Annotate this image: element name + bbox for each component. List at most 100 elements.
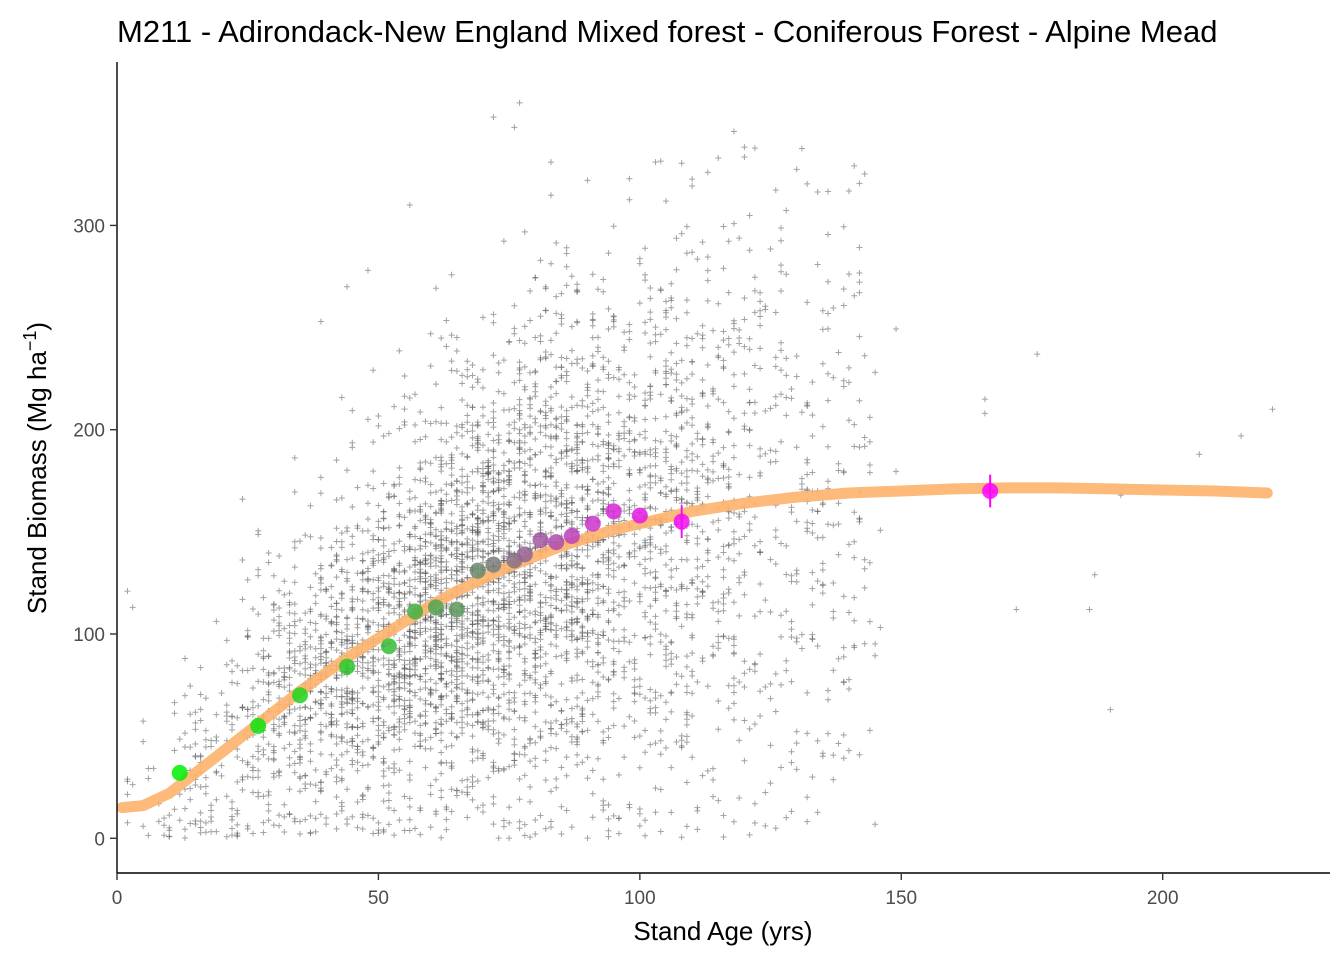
raw-plot-point	[495, 369, 502, 376]
raw-plot-point	[474, 718, 481, 725]
raw-plot-point	[124, 791, 131, 798]
raw-plot-point	[401, 664, 408, 671]
raw-plot-point	[605, 474, 612, 481]
raw-plot-point	[678, 470, 685, 477]
raw-plot-point	[757, 453, 764, 460]
raw-plot-point	[757, 322, 764, 329]
raw-plot-point	[563, 429, 570, 436]
raw-plot-point	[621, 371, 628, 378]
raw-plot-point	[809, 469, 816, 476]
raw-plot-point	[683, 739, 690, 746]
raw-plot-point	[595, 396, 602, 403]
raw-plot-point	[527, 288, 534, 295]
raw-plot-point	[197, 824, 204, 831]
raw-plot-point	[469, 690, 476, 697]
raw-plot-point	[809, 585, 816, 592]
raw-plot-point	[689, 249, 696, 256]
raw-plot-point	[506, 473, 513, 480]
raw-plot-point	[715, 450, 722, 457]
raw-plot-point	[704, 424, 711, 431]
raw-plot-point	[302, 665, 309, 672]
raw-plot-point	[579, 574, 586, 581]
raw-plot-point	[396, 425, 403, 432]
raw-plot-point	[276, 730, 283, 737]
raw-plot-point	[621, 576, 628, 583]
raw-plot-point	[453, 477, 460, 484]
raw-plot-point	[647, 539, 654, 546]
raw-plot-point	[589, 271, 596, 278]
raw-plot-point	[715, 352, 722, 359]
raw-plot-point	[798, 409, 805, 416]
raw-plot-point	[631, 452, 638, 459]
raw-plot-point	[270, 679, 277, 686]
raw-plot-point	[448, 623, 455, 630]
raw-plot-point	[595, 496, 602, 503]
raw-plot-point	[647, 395, 654, 402]
raw-plot-point	[391, 540, 398, 547]
raw-plot-point	[443, 544, 450, 551]
raw-plot-point	[286, 629, 293, 636]
raw-plot-point	[636, 260, 643, 267]
raw-plot-point	[861, 565, 868, 572]
raw-plot-point	[751, 362, 758, 369]
raw-plot-point	[380, 508, 387, 515]
raw-plot-point	[783, 412, 790, 419]
raw-plot-point	[783, 814, 790, 821]
raw-plot-point	[563, 407, 570, 414]
raw-plot-point	[359, 826, 366, 833]
raw-plot-point	[678, 744, 685, 751]
raw-plot-point	[595, 681, 602, 688]
raw-plot-point	[474, 664, 481, 671]
raw-plot-point	[187, 711, 194, 718]
raw-plot-point	[772, 354, 779, 361]
raw-plot-point	[500, 691, 507, 698]
raw-plot-point	[479, 707, 486, 714]
raw-plot-point	[490, 114, 497, 121]
raw-plot-point	[364, 629, 371, 636]
raw-plot-point	[574, 694, 581, 701]
raw-plot-point	[605, 431, 612, 438]
raw-plot-point	[176, 736, 183, 743]
y-tick-label: 200	[73, 421, 105, 442]
raw-plot-point	[589, 543, 596, 550]
raw-plot-point	[767, 695, 774, 702]
raw-plot-point	[579, 484, 586, 491]
raw-plot-point	[615, 602, 622, 609]
raw-plot-point	[767, 405, 774, 412]
raw-plot-point	[626, 438, 633, 445]
raw-plot-point	[438, 721, 445, 728]
raw-plot-point	[521, 701, 528, 708]
raw-plot-point	[391, 662, 398, 669]
raw-plot-point	[506, 601, 513, 608]
raw-plot-point	[333, 686, 340, 693]
raw-plot-point	[788, 578, 795, 585]
raw-plot-point	[610, 658, 617, 665]
raw-plot-point	[804, 180, 811, 187]
raw-plot-point	[375, 551, 382, 558]
raw-plot-point	[223, 661, 230, 668]
raw-plot-point	[364, 549, 371, 556]
raw-plot-point	[626, 328, 633, 335]
raw-plot-point	[704, 683, 711, 690]
raw-plot-point	[600, 366, 607, 373]
raw-plot-point	[229, 713, 236, 720]
raw-plot-point	[736, 679, 743, 686]
raw-plot-point	[479, 752, 486, 759]
raw-plot-point	[506, 716, 513, 723]
raw-plot-point	[558, 830, 565, 837]
raw-plot-point	[234, 662, 241, 669]
raw-plot-point	[443, 585, 450, 592]
raw-plot-point	[412, 557, 419, 564]
raw-plot-point	[605, 607, 612, 614]
raw-plot-point	[255, 702, 262, 709]
raw-plot-point	[657, 631, 664, 638]
x-tick-label: 200	[1147, 888, 1179, 909]
raw-plot-point	[359, 700, 366, 707]
raw-plot-point	[422, 712, 429, 719]
raw-plot-point	[668, 398, 675, 405]
raw-plot-point	[281, 801, 288, 808]
raw-plot-point	[652, 473, 659, 480]
raw-plot-point	[542, 409, 549, 416]
raw-plot-point	[521, 386, 528, 393]
raw-plot-point	[631, 718, 638, 725]
